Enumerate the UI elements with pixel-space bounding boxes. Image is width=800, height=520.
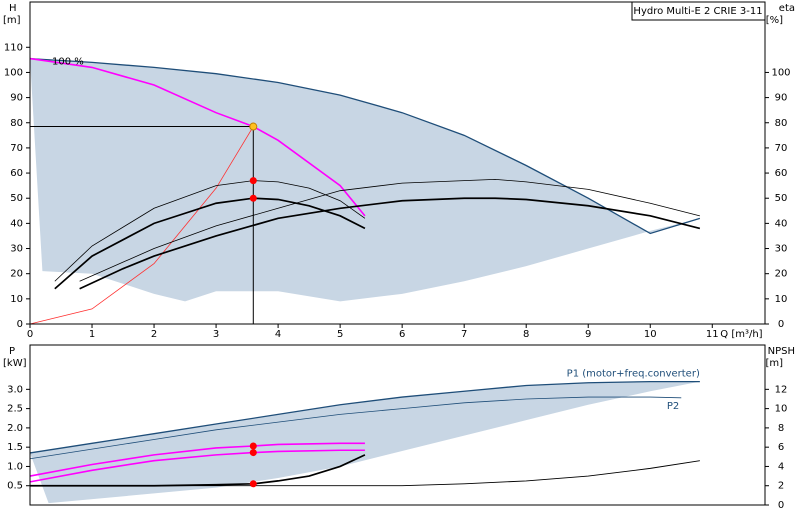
y2-axis-label: eta [779,3,795,14]
y-tick-label: 0.5 [7,481,23,492]
y-axis-unit: [m] [3,15,21,26]
x-tick-label: 4 [275,329,281,340]
y2-tick-label: 0 [778,500,784,511]
curve-label: P1 (motor+freq.converter) [567,369,700,380]
title-box [631,1,766,21]
y-tick-label: 20 [10,269,23,280]
y2-tick-label: 70 [775,143,788,154]
y-tick-label: 70 [10,143,23,154]
operating-range [30,381,700,504]
y2-tick-label: 2 [778,481,784,492]
y-axis-unit: [kW] [3,358,27,369]
y-tick-label: 0 [17,319,23,330]
x-axis-label: Q [m³/h] [720,329,762,340]
duty-point [249,194,257,202]
y2-tick-label: 8 [778,423,784,434]
y2-tick-label: 6 [778,442,784,453]
y-tick-label: 2.5 [7,404,23,415]
x-tick-label: 2 [151,329,157,340]
operating-range [30,58,700,302]
curve [29,126,254,325]
plot-frame [29,1,766,325]
x-tick-label: 0 [27,329,33,340]
y-axis-label: H [9,3,17,14]
chart-title: Hydro Multi-E 2 CRIE 3-11 [633,6,762,17]
y2-tick-label: 60 [775,168,788,179]
curve [29,442,365,477]
y-tick-label: 40 [10,218,23,229]
x-tick-label: 5 [337,329,343,340]
y2-axis-unit: [%] [766,15,783,26]
curve [29,449,365,483]
curve [30,460,700,487]
y-tick-label: 80 [10,118,23,129]
y-tick-label: 110 [4,42,23,53]
y2-tick-label: 100 [771,67,790,78]
y2-tick-label: 10 [775,294,788,305]
y2-tick-label: 90 [775,93,788,104]
y-tick-label: 10 [10,294,23,305]
curve [29,396,682,460]
y-tick-label: 50 [10,193,23,204]
y2-tick-label: 40 [775,218,788,229]
duty-point [249,449,257,457]
x-tick-label: 11 [706,329,719,340]
x-tick-label: 7 [461,329,467,340]
y2-tick-label: 20 [775,269,788,280]
plot-frame [29,344,766,506]
y-axis-label: P [9,346,15,357]
curve [79,197,701,290]
y2-tick-label: 50 [775,193,788,204]
y-tick-label: 60 [10,168,23,179]
y2-axis-unit: [m] [765,358,783,369]
y2-tick-label: 10 [775,404,788,415]
annotation: 100 % [52,57,84,68]
y-tick-label: 2.0 [7,423,23,434]
y2-axis-label: NPSH [768,346,795,357]
curve [79,178,700,282]
duty-point [249,480,257,488]
x-tick-label: 8 [523,329,529,340]
y2-tick-label: 30 [775,244,788,255]
curve-label: P2 [667,401,679,412]
curve [29,57,366,217]
curve [29,57,701,235]
y-tick-label: 30 [10,244,23,255]
y2-tick-label: 12 [775,384,788,395]
y-tick-label: 1.0 [7,461,23,472]
curve [29,380,700,454]
x-tick-label: 1 [89,329,95,340]
y2-tick-label: 80 [775,118,788,129]
x-tick-label: 9 [585,329,591,340]
x-tick-label: 3 [213,329,219,340]
x-tick-label: 10 [644,329,657,340]
duty-point [249,177,257,185]
y2-tick-label: 0 [778,319,784,330]
duty-point [249,122,258,131]
y-tick-label: 100 [4,67,23,78]
y-tick-label: 90 [10,93,23,104]
y-tick-label: 3.0 [7,384,23,395]
y-tick-label: 1.5 [7,442,23,453]
duty-point [249,442,257,450]
x-tick-label: 6 [399,329,405,340]
y2-tick-label: 4 [778,461,784,472]
